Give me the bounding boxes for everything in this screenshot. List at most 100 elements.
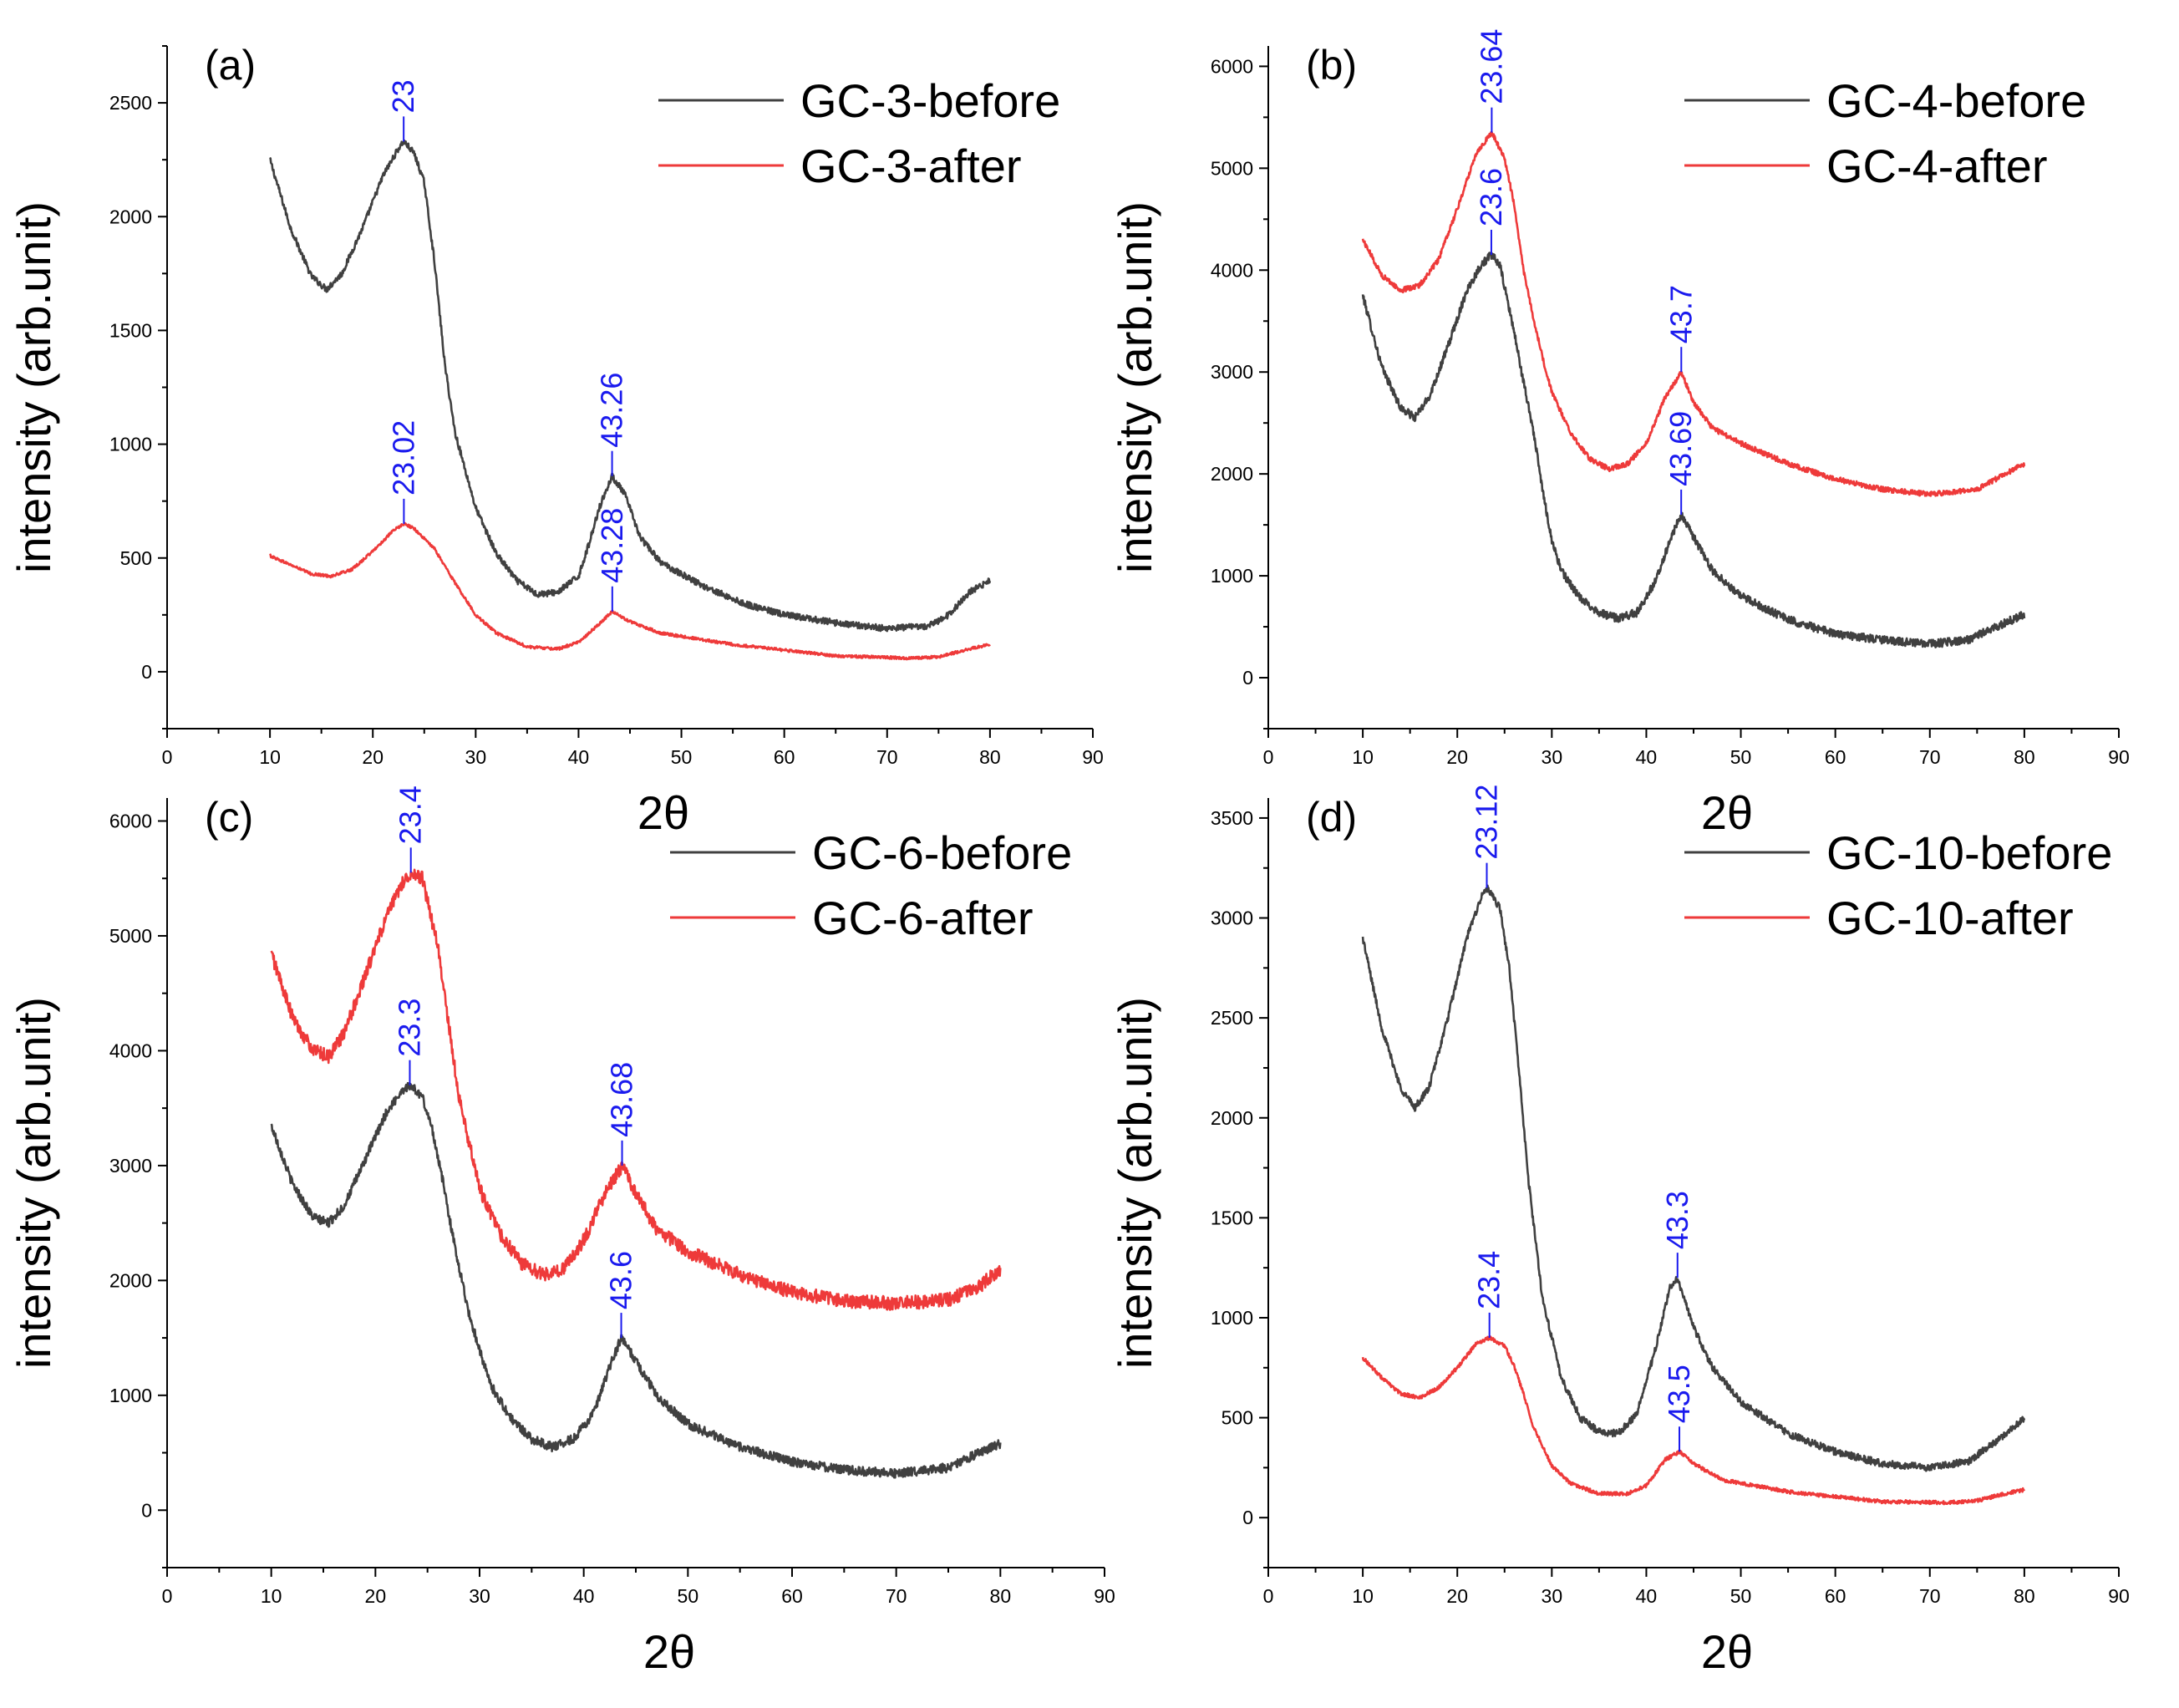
x-tick-label: 70 — [886, 1585, 907, 1607]
peak-label: 23 — [386, 79, 420, 113]
x-axis-title: 2θ — [643, 1625, 695, 1678]
y-axis-title: intensity (arb.unit) — [1109, 997, 1161, 1369]
x-tick-label: 20 — [1446, 1585, 1468, 1607]
y-tick-label: 4000 — [109, 1040, 152, 1061]
y-tick-label: 3500 — [1211, 807, 1253, 829]
y-tick-label: 2000 — [109, 1269, 152, 1291]
peak-label: 43.68 — [605, 1062, 639, 1137]
y-tick-label: 6000 — [1211, 55, 1253, 77]
x-tick-label: 80 — [2014, 746, 2035, 768]
panel-label: (b) — [1306, 42, 1357, 89]
y-tick-label: 3000 — [1211, 361, 1253, 383]
y-axis-title: intensity (arb.unit) — [8, 201, 60, 573]
peak-label: 43.28 — [595, 508, 629, 583]
y-tick-label: 500 — [120, 547, 152, 569]
x-tick-label: 70 — [1919, 746, 1941, 768]
legend-label: GC-6-after — [812, 892, 1034, 944]
x-tick-label: 40 — [573, 1585, 595, 1607]
series-line-after — [269, 521, 991, 661]
x-tick-label: 90 — [1082, 746, 1104, 768]
x-tick-label: 70 — [1919, 1585, 1941, 1607]
x-tick-label: 20 — [1446, 746, 1468, 768]
y-tick-label: 3000 — [1211, 907, 1253, 929]
legend-label: GC-10-before — [1826, 826, 2112, 879]
x-tick-label: 20 — [365, 1585, 387, 1607]
x-tick-label: 20 — [362, 746, 383, 768]
x-tick-label: 60 — [1825, 1585, 1846, 1607]
x-tick-label: 0 — [162, 746, 173, 768]
y-tick-label: 5000 — [109, 925, 152, 947]
x-tick-label: 0 — [162, 1585, 173, 1607]
series-line-before — [1361, 884, 2026, 1472]
x-axis-title: 2θ — [637, 786, 689, 839]
y-tick-label: 6000 — [109, 810, 152, 831]
legend-label: GC-6-before — [812, 826, 1072, 879]
x-tick-label: 30 — [465, 746, 487, 768]
peak-label: 43.69 — [1663, 411, 1698, 486]
x-tick-label: 10 — [1352, 746, 1374, 768]
y-axis-title: intensity (arb.unit) — [8, 997, 60, 1369]
peak-label: 23.12 — [1470, 785, 1504, 860]
panel-label: (d) — [1306, 794, 1357, 841]
y-tick-label: 2000 — [1211, 1107, 1253, 1129]
legend-label: GC-3-before — [800, 74, 1060, 127]
y-tick-label: 1000 — [109, 434, 152, 455]
peak-label: 43.5 — [1662, 1365, 1696, 1423]
y-tick-label: 2500 — [109, 92, 152, 114]
x-tick-label: 10 — [261, 1585, 282, 1607]
legend-label: GC-4-after — [1826, 140, 2048, 192]
y-tick-label: 1000 — [1211, 565, 1253, 587]
y-tick-label: 3000 — [109, 1155, 152, 1177]
peak-label: 23.02 — [386, 420, 420, 496]
x-tick-label: 80 — [990, 1585, 1012, 1607]
x-tick-label: 0 — [1263, 746, 1274, 768]
x-tick-label: 50 — [1730, 1585, 1752, 1607]
peak-label: 43.7 — [1663, 285, 1698, 343]
x-tick-label: 10 — [1352, 1585, 1374, 1607]
x-tick-label: 90 — [1094, 1585, 1115, 1607]
legend-label: GC-4-before — [1826, 74, 2086, 127]
y-tick-label: 0 — [1242, 667, 1253, 689]
y-tick-label: 1500 — [1211, 1207, 1253, 1228]
x-tick-label: 90 — [2108, 1585, 2130, 1607]
peak-label: 23.64 — [1474, 29, 1508, 104]
y-axis-title: intensity (arb.unit) — [1109, 201, 1161, 573]
x-axis-title: 2θ — [1701, 1625, 1753, 1678]
peak-label: 43.26 — [595, 373, 629, 448]
y-tick-label: 2500 — [1211, 1007, 1253, 1029]
y-tick-label: 2000 — [109, 206, 152, 227]
panel-d: 0 10 20 30 40 50 60 70 80 90 0 500 1000 1500 2000 2500 3… — [1109, 785, 2130, 1678]
y-tick-label: 5000 — [1211, 157, 1253, 179]
x-tick-label: 0 — [1263, 1585, 1274, 1607]
x-tick-label: 40 — [568, 746, 590, 768]
x-tick-label: 50 — [671, 746, 693, 768]
y-tick-label: 0 — [141, 1499, 152, 1521]
y-tick-label: 1500 — [109, 319, 152, 341]
panel-label: (c) — [205, 794, 253, 841]
x-tick-label: 40 — [1636, 746, 1658, 768]
x-tick-label: 70 — [876, 746, 898, 768]
panel-c: 0 10 20 30 40 50 60 70 80 90 0 1000 2000 3000 4000 5000… — [8, 785, 1115, 1678]
panel-a: 0 10 20 30 40 50 60 70 80 90 0 500 1000 1500 2000 2500 i… — [8, 42, 1104, 839]
x-tick-label: 90 — [2108, 746, 2130, 768]
series-line-before — [1361, 252, 2026, 648]
x-tick-label: 30 — [1542, 746, 1563, 768]
series-line-after — [270, 868, 1002, 1311]
peak-label: 23.3 — [392, 999, 426, 1057]
peak-label: 23.6 — [1474, 168, 1508, 226]
y-tick-label: 2000 — [1211, 463, 1253, 485]
y-tick-label: 1000 — [1211, 1307, 1253, 1329]
x-tick-label: 30 — [469, 1585, 490, 1607]
y-tick-label: 0 — [141, 661, 152, 683]
series-line-after — [1361, 1335, 2026, 1506]
peak-label: 43.6 — [604, 1251, 638, 1309]
x-tick-label: 60 — [1825, 746, 1846, 768]
x-tick-label: 60 — [774, 746, 795, 768]
x-axis-title: 2θ — [1701, 786, 1753, 839]
y-tick-label: 1000 — [109, 1385, 152, 1406]
legend-label: GC-3-after — [800, 140, 1022, 192]
x-tick-label: 60 — [781, 1585, 803, 1607]
panel-label: (a) — [205, 42, 256, 89]
legend-label: GC-10-after — [1826, 892, 2074, 944]
